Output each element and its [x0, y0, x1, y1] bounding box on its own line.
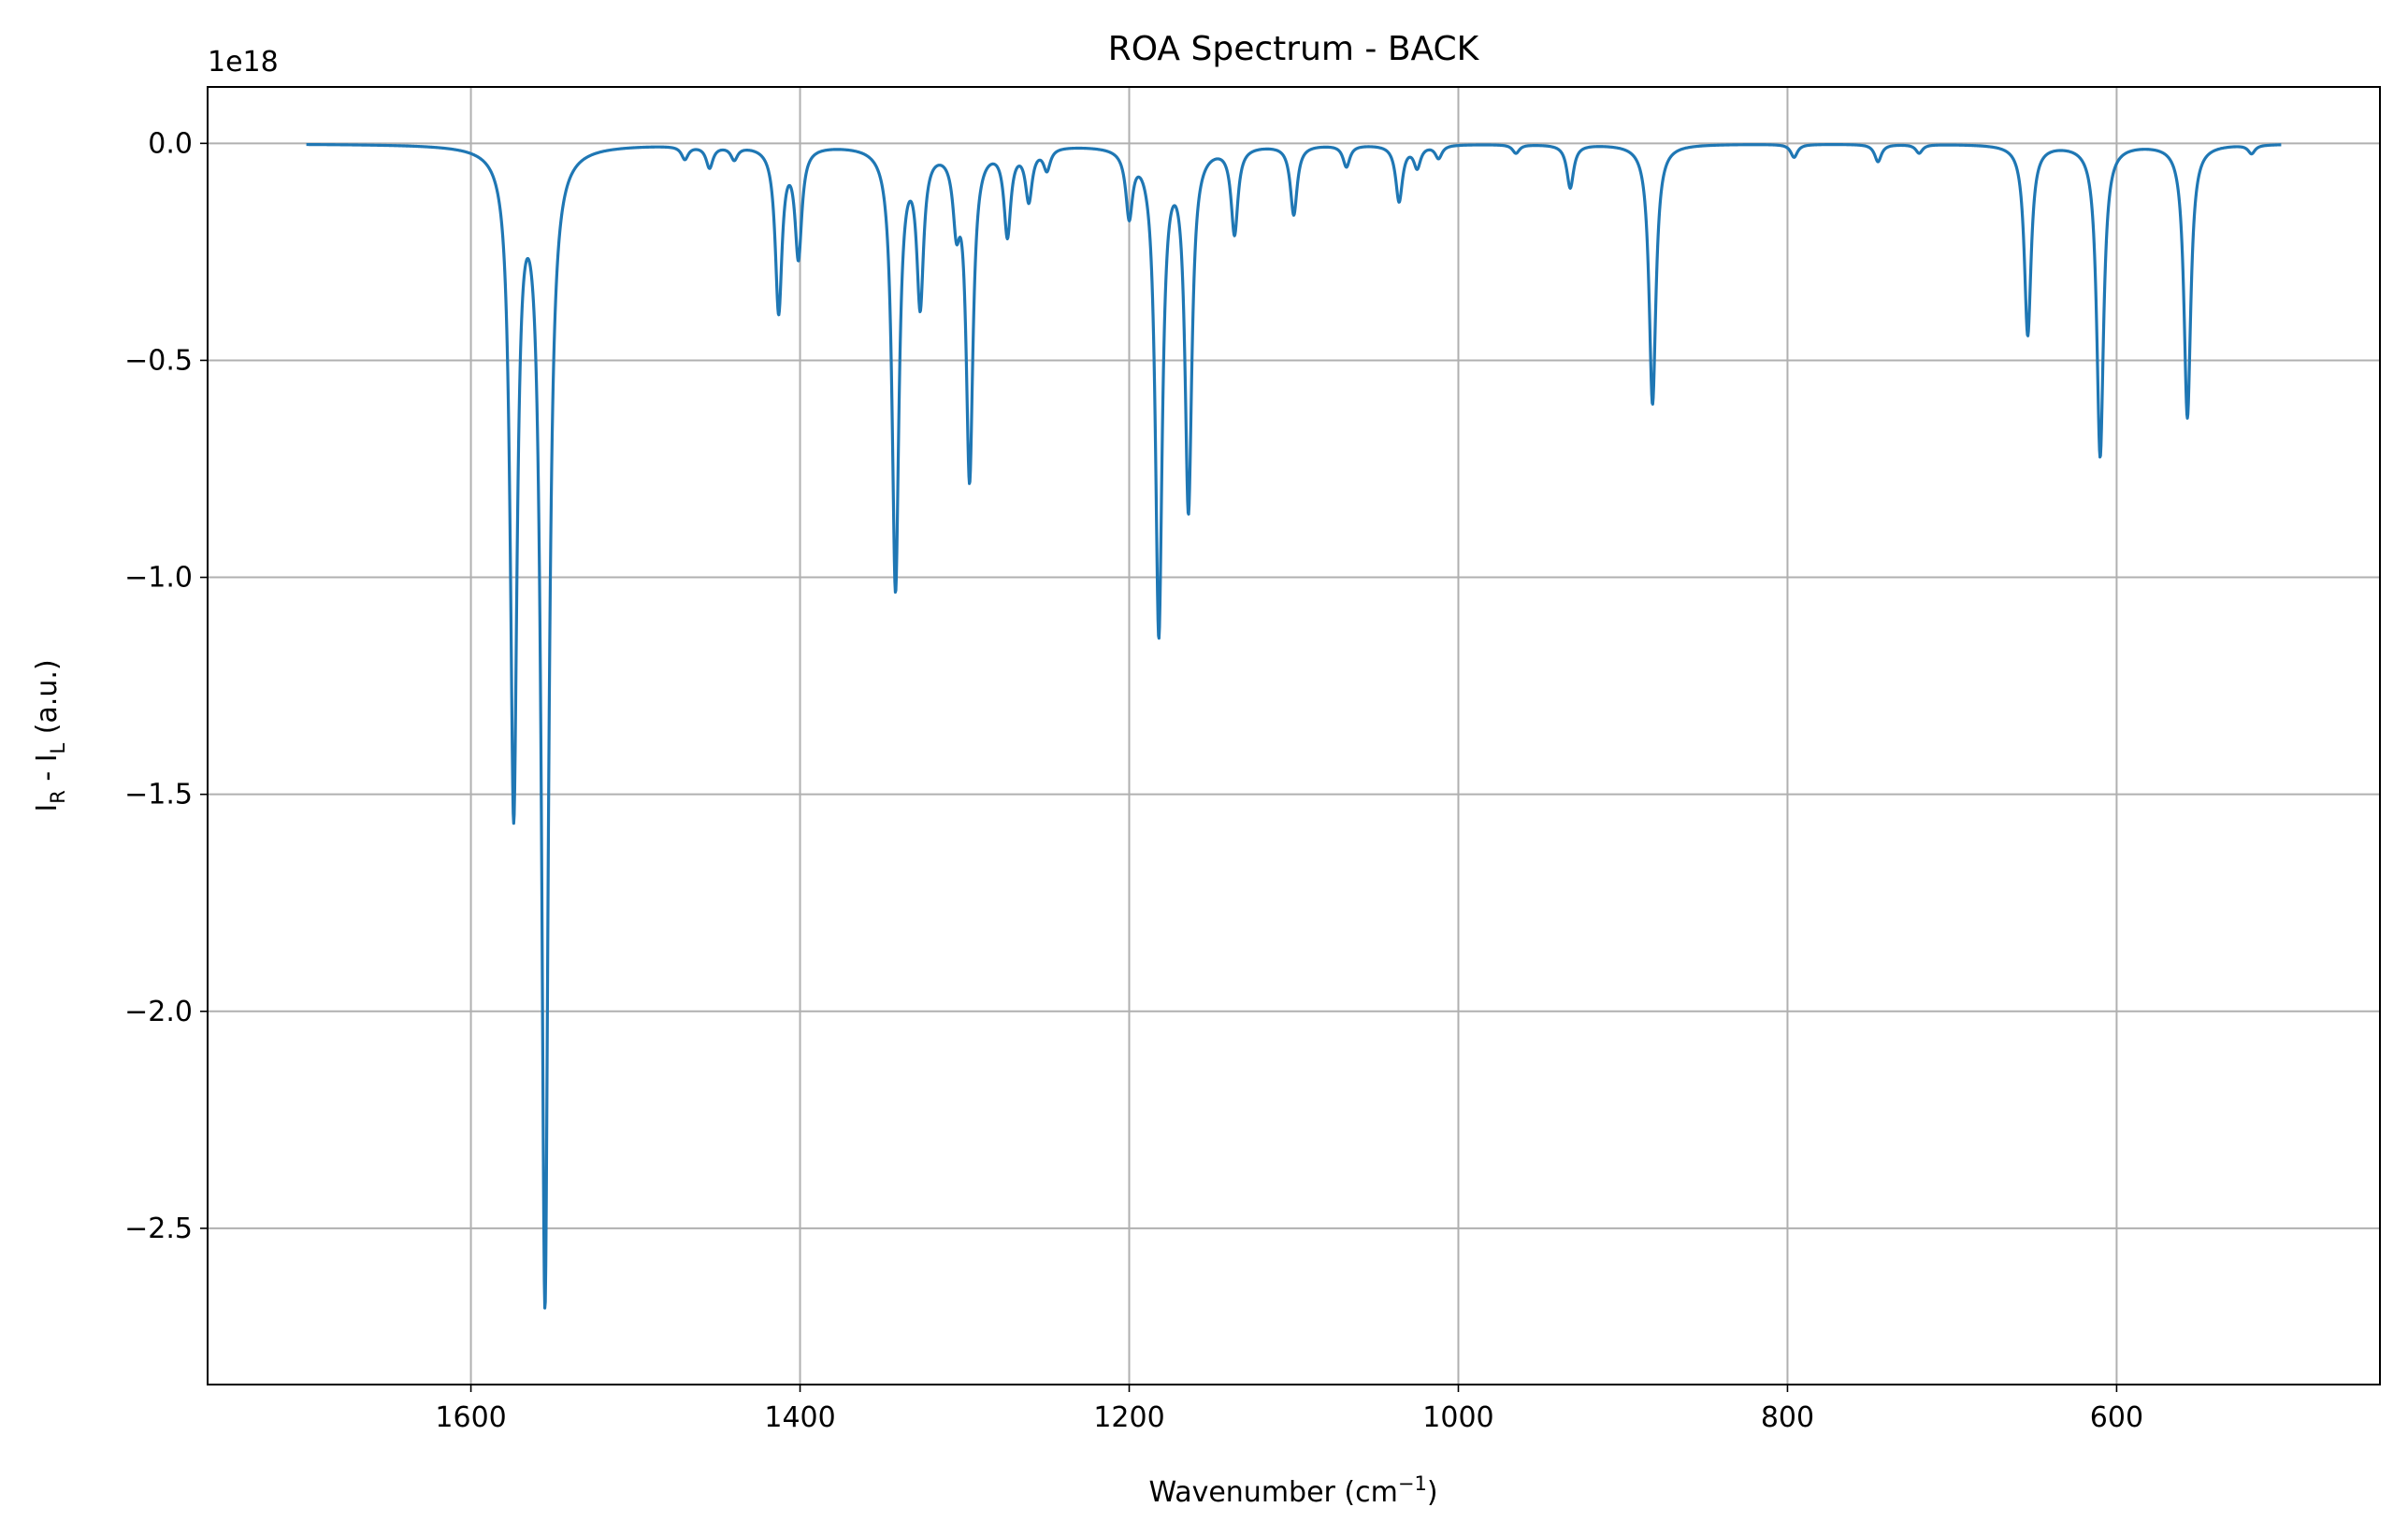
y-axis-label-subscript-r: R	[47, 790, 69, 804]
x-axis-label-superscript: −1	[1398, 1472, 1427, 1495]
y-tick-label: −0.5	[124, 344, 193, 377]
y-axis-label-units: (a.u.)	[31, 659, 64, 742]
x-tick-label: 1600	[435, 1401, 506, 1434]
y-axis-ticks: 0.0 −0.5 −1.0 −1.5 −2.0 −2.5	[124, 127, 208, 1245]
x-tick-label: 600	[2090, 1401, 2143, 1434]
series-layer	[305, 142, 2283, 1310]
series-line-roa	[305, 142, 2283, 1310]
x-tick-label: 1000	[1422, 1401, 1493, 1434]
grid	[208, 87, 2380, 1385]
y-tick-label: −2.0	[124, 996, 193, 1028]
y-axis-label-subscript-l: L	[47, 742, 69, 754]
x-axis-label: Wavenumber (cm−1)	[1148, 1472, 1437, 1509]
x-tick-label: 1200	[1093, 1401, 1164, 1434]
y-tick-label: −2.5	[124, 1213, 193, 1245]
x-axis-label-close: )	[1427, 1476, 1438, 1509]
x-axis-label-main: Wavenumber (cm	[1148, 1476, 1397, 1509]
y-tick-label: 0.0	[148, 127, 193, 160]
x-tick-label: 1400	[764, 1401, 835, 1434]
y-axis-label-mid: - I	[31, 754, 64, 790]
y-axis-label: IR - IL (a.u.)	[31, 659, 69, 811]
chart-title: ROA Spectrum - BACK	[1108, 30, 1480, 68]
y-offset-text: 1e18	[208, 46, 279, 79]
x-axis-ticks: 1600 1400 1200 1000 800 600	[435, 1385, 2143, 1434]
x-tick-label: 800	[1761, 1401, 1814, 1434]
y-tick-label: −1.5	[124, 779, 193, 811]
plot-frame	[207, 86, 2381, 1385]
y-tick-label: −1.0	[124, 562, 193, 595]
y-axis-label-i: I	[31, 804, 64, 812]
